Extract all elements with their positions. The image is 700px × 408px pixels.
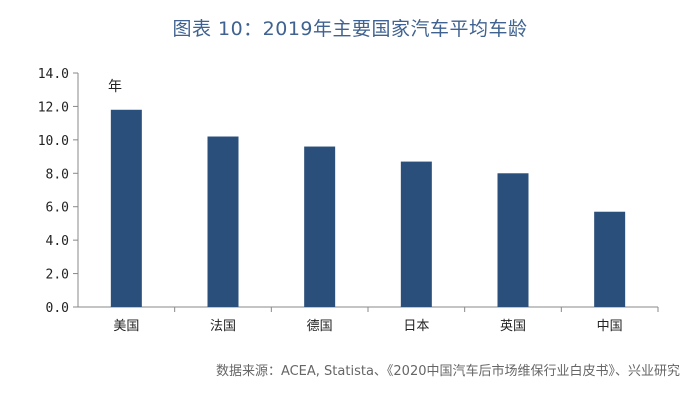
y-tick-label: 0.0 bbox=[46, 301, 69, 316]
y-tick-label: 10.0 bbox=[38, 134, 69, 149]
chart-title: 图表 10：2019年主要国家汽车平均车龄 bbox=[172, 18, 528, 40]
y-tick-label: 12.0 bbox=[38, 100, 69, 115]
y-tick-label: 4.0 bbox=[46, 234, 69, 249]
source-note: 数据来源：ACEA, Statista、《2020中国汽车后市场维保行业白皮书》… bbox=[215, 364, 680, 379]
x-category-label: 德国 bbox=[307, 319, 333, 334]
chart-labels: 0.0 2.0 4.0 6.0 8.0 10.0 12.0 14.0 年美国 法国 德国 日本 英国 中国 bbox=[38, 67, 623, 334]
x-category-label: 美国 bbox=[113, 319, 139, 334]
chart-bars bbox=[110, 109, 626, 308]
bar bbox=[304, 146, 336, 307]
x-category-label: 中国 bbox=[597, 319, 623, 334]
x-category-label: 法国 bbox=[210, 319, 236, 334]
y-tick-label: 14.0 bbox=[38, 67, 69, 82]
x-category-label: 日本 bbox=[403, 319, 429, 334]
bar bbox=[400, 161, 432, 307]
x-category-label: 英国 bbox=[500, 319, 526, 334]
bar bbox=[497, 173, 529, 307]
y-tick-label: 6.0 bbox=[46, 201, 69, 216]
chart-axes bbox=[73, 72, 659, 312]
bar bbox=[594, 211, 626, 307]
y-tick-label: 2.0 bbox=[46, 268, 69, 283]
y-unit-label: 年 bbox=[108, 79, 122, 95]
y-tick-label: 8.0 bbox=[46, 167, 69, 182]
bar bbox=[110, 109, 142, 308]
bar bbox=[207, 136, 239, 307]
